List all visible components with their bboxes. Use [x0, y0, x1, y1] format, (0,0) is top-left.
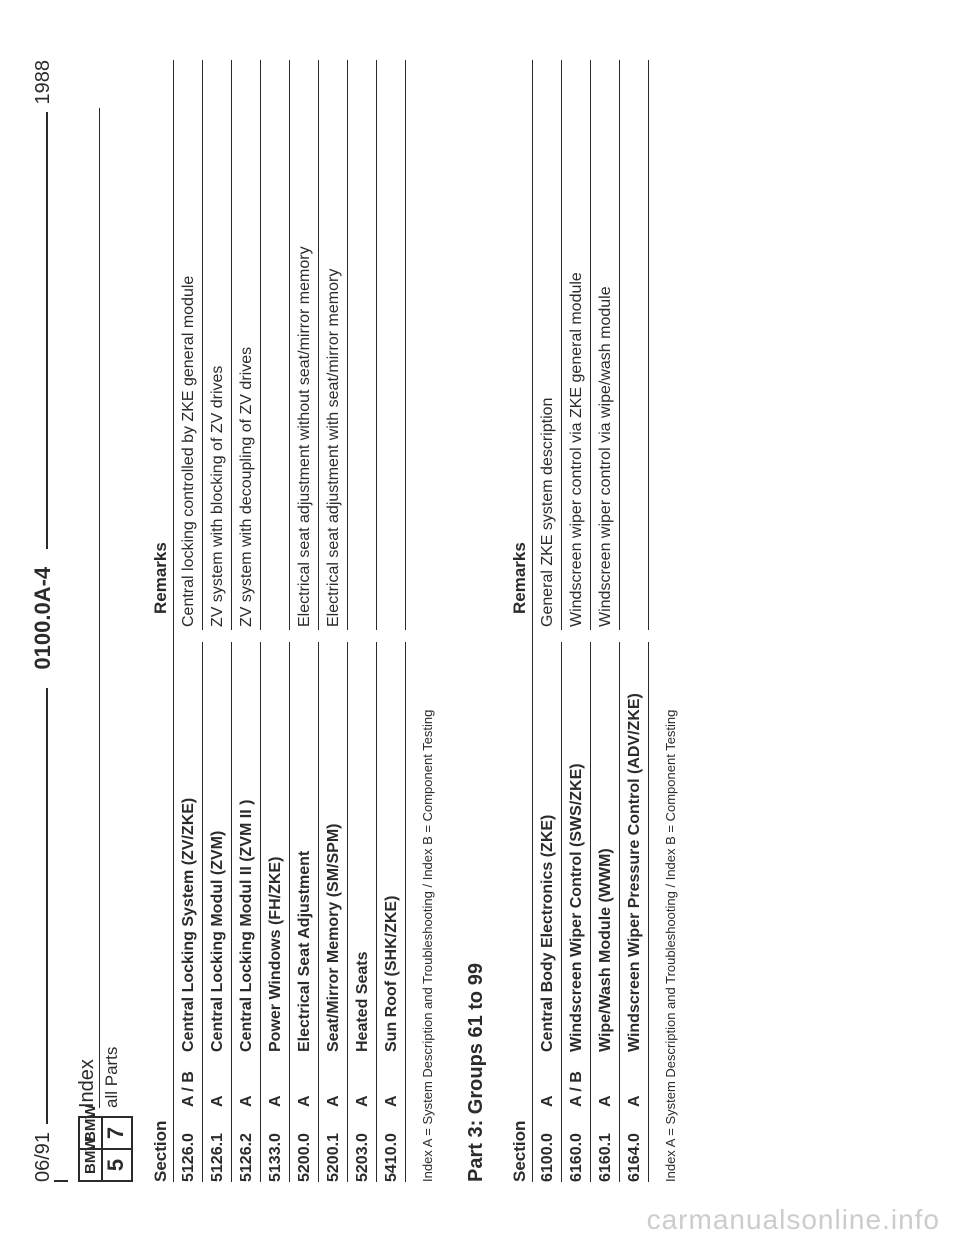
- row-rule: [318, 60, 319, 1182]
- row-remark: ZV system with blocking of ZV drives: [209, 60, 227, 627]
- table-row: 5126.2ACentral Locking Modul II (ZVM II …: [232, 60, 260, 1182]
- remarks-label-2: Remarks: [510, 542, 530, 614]
- row-code: 5126.1: [209, 1107, 227, 1182]
- row-code: 5126.2: [238, 1107, 256, 1182]
- section-header-2: Section Remarks: [510, 60, 530, 1182]
- row-code: 5133.0: [267, 1107, 285, 1182]
- row-rule: [202, 60, 203, 1182]
- row-code: 5200.1: [325, 1107, 343, 1182]
- table-row: 5410.0ASun Roof (SHK/ZKE): [377, 60, 405, 1182]
- row-rule: [405, 60, 406, 1182]
- row-remark: Central locking controlled by ZKE genera…: [180, 60, 198, 627]
- logo-brand-b: BMW: [78, 1116, 103, 1150]
- row-title: Wipe/Wash Module (WWM): [597, 627, 615, 1052]
- row-index: A: [267, 1052, 285, 1107]
- logo-boxes: BMW 5 BMW 7: [78, 1118, 131, 1182]
- row-remark: [383, 60, 401, 627]
- row-title: Seat/Mirror Memory (SM/SPM): [325, 627, 343, 1052]
- row-rule: [289, 60, 290, 1182]
- row-index: A: [325, 1052, 343, 1107]
- table-2: 6100.0ACentral Body Electronics (ZKE)Gen…: [533, 60, 649, 1182]
- row-remark: Windscreen wiper control via wipe/wash m…: [597, 60, 615, 627]
- row-code: 5203.0: [354, 1107, 372, 1182]
- section-header-1: Section Remarks: [151, 60, 171, 1182]
- table-row: 5203.0AHeated Seats: [348, 60, 376, 1182]
- logo-brand-a: BMW: [78, 1148, 103, 1182]
- logo-model-b: 7: [101, 1116, 133, 1150]
- row-title: Central Locking System (ZV/ZKE): [180, 627, 198, 1052]
- row-index: A: [383, 1052, 401, 1107]
- row-remark: [354, 60, 372, 627]
- watermark: carmanualsonline.info: [647, 1204, 940, 1236]
- row-title: Central Body Electronics (ZKE): [539, 627, 557, 1052]
- index-title: Index: [76, 108, 100, 1108]
- table-row: 6164.0AWindscreen Wiper Pressure Control…: [620, 60, 648, 1182]
- section-label: Section: [151, 1082, 171, 1182]
- row-title: Central Locking Modul (ZVM): [209, 627, 227, 1052]
- row-index: A: [296, 1052, 314, 1107]
- row-title: Heated Seats: [354, 627, 372, 1052]
- row-code: 5200.0: [296, 1107, 314, 1182]
- header-rule-left: [46, 688, 48, 1124]
- row-index: A / B: [180, 1052, 198, 1107]
- row-title: Power Windows (FH/ZKE): [267, 627, 285, 1052]
- row-index: A: [539, 1052, 557, 1107]
- footnote-2: Index A = System Description and Trouble…: [663, 60, 678, 1182]
- row-index: A: [354, 1052, 372, 1107]
- row-remark: ZV system with decoupling of ZV drives: [238, 60, 256, 627]
- row-rule: [648, 60, 649, 1182]
- row-index: A: [626, 1052, 644, 1107]
- index-subtitle: all Parts: [102, 108, 122, 1108]
- row-index: A: [209, 1052, 227, 1107]
- table-row: 6160.0A / BWindscreen Wiper Control (SWS…: [562, 60, 590, 1182]
- part-3-title: Part 3: Groups 61 to 99: [465, 60, 488, 1182]
- table-row: 5133.0APower Windows (FH/ZKE): [261, 60, 289, 1182]
- header-left: 06/91: [32, 1132, 55, 1182]
- logo-model-a: 5: [101, 1148, 133, 1182]
- row-title: Sun Roof (SHK/ZKE): [383, 627, 401, 1052]
- row-code: 5410.0: [383, 1107, 401, 1182]
- logo-block: BMW 5 BMW 7 Index all Parts: [78, 60, 131, 1182]
- tick-left: [54, 1180, 68, 1182]
- row-remark: [267, 60, 285, 627]
- table-row: 5126.1ACentral Locking Modul (ZVM)ZV sys…: [203, 60, 231, 1182]
- row-remark: Electrical seat adjustment without seat/…: [296, 60, 314, 627]
- row-code: 6160.1: [597, 1107, 615, 1182]
- table-row: 6100.0ACentral Body Electronics (ZKE)Gen…: [533, 60, 561, 1182]
- row-remark: [626, 60, 644, 627]
- row-code: 6160.0: [568, 1107, 586, 1182]
- table-row: 5200.1ASeat/Mirror Memory (SM/SPM)Electr…: [319, 60, 347, 1182]
- row-remark: Electrical seat adjustment with seat/mir…: [325, 60, 343, 627]
- row-rule: [376, 60, 377, 1182]
- row-index: A: [597, 1052, 615, 1107]
- row-title: Electrical Seat Adjustment: [296, 627, 314, 1052]
- table-row: 6160.1AWipe/Wash Module (WWM)Windscreen …: [591, 60, 619, 1182]
- row-rule: [561, 60, 562, 1182]
- page-header: 06/91 0100.0A-4 1988: [30, 60, 56, 1182]
- section-label-2: Section: [510, 1082, 530, 1182]
- row-rule: [260, 60, 261, 1182]
- row-rule: [590, 60, 591, 1182]
- row-title: Windscreen Wiper Pressure Control (ADV/Z…: [626, 627, 644, 1052]
- table-row: 5126.0A / BCentral Locking System (ZV/ZK…: [174, 60, 202, 1182]
- remarks-label: Remarks: [151, 542, 171, 614]
- row-remark: General ZKE system description: [539, 60, 557, 627]
- table-row: 5200.0AElectrical Seat AdjustmentElectri…: [290, 60, 318, 1182]
- footnote-1: Index A = System Description and Trouble…: [420, 60, 435, 1182]
- header-right: 1988: [32, 60, 55, 105]
- row-code: 5126.0: [180, 1107, 198, 1182]
- row-rule: [619, 60, 620, 1182]
- row-index: A: [238, 1052, 256, 1107]
- row-title: Central Locking Modul II (ZVM II ): [238, 627, 256, 1052]
- row-code: 6164.0: [626, 1107, 644, 1182]
- row-code: 6100.0: [539, 1107, 557, 1182]
- row-index: A / B: [568, 1052, 586, 1107]
- row-remark: Windscreen wiper control via ZKE general…: [568, 60, 586, 627]
- header-center: 0100.0A-4: [30, 557, 56, 680]
- row-title: Windscreen Wiper Control (SWS/ZKE): [568, 627, 586, 1052]
- header-rule-right: [46, 113, 48, 549]
- row-rule: [347, 60, 348, 1182]
- table-1: 5126.0A / BCentral Locking System (ZV/ZK…: [174, 60, 406, 1182]
- row-rule: [231, 60, 232, 1182]
